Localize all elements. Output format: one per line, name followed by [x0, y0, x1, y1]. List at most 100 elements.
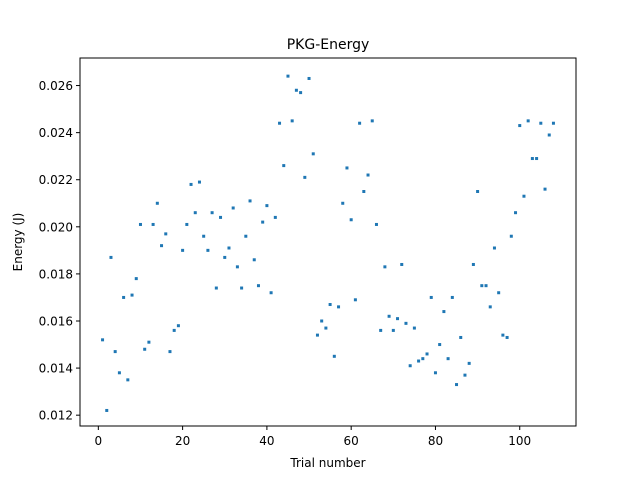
data-point [278, 121, 282, 125]
data-point [134, 277, 138, 281]
data-point [370, 119, 374, 123]
data-point [421, 357, 425, 361]
data-point [176, 324, 180, 328]
data-point [299, 91, 303, 95]
data-point [307, 76, 311, 80]
data-point [235, 265, 239, 269]
data-point [324, 326, 328, 330]
data-point [362, 190, 366, 193]
data-point [341, 201, 345, 205]
data-point [227, 246, 231, 250]
data-point [404, 321, 408, 325]
data-point [353, 298, 357, 302]
data-point [286, 74, 290, 78]
data-point [206, 248, 210, 252]
data-point [433, 371, 437, 375]
data-point [484, 284, 488, 288]
data-point [240, 286, 244, 290]
data-point [417, 359, 421, 363]
data-point [248, 199, 252, 203]
x-axis-label: Trial number [289, 456, 365, 470]
data-point [256, 284, 260, 288]
data-point [328, 303, 332, 307]
data-point [518, 124, 522, 128]
data-point [522, 194, 526, 198]
data-point [181, 248, 185, 252]
data-point [446, 357, 450, 361]
x-tick-label: 0 [95, 434, 103, 448]
data-point [223, 255, 227, 259]
data-point [320, 319, 324, 323]
data-point [391, 328, 395, 332]
data-point [467, 361, 471, 365]
y-tick-label: 0.016 [39, 314, 73, 328]
axes-frame [79, 57, 577, 427]
x-tick-label: 60 [344, 434, 359, 448]
data-point [160, 244, 164, 248]
data-point [210, 211, 214, 215]
data-point [476, 190, 480, 193]
data-point [244, 234, 248, 238]
data-point [290, 119, 294, 123]
data-point [105, 408, 109, 412]
data-point [189, 182, 193, 186]
y-tick-label: 0.014 [39, 362, 73, 376]
data-point [261, 220, 265, 224]
data-point [488, 305, 492, 309]
y-tick-label: 0.024 [39, 126, 73, 140]
data-point [387, 314, 391, 318]
data-point [332, 354, 336, 358]
data-point [408, 364, 412, 368]
data-point [438, 343, 442, 347]
data-point [526, 119, 530, 123]
data-point [383, 265, 387, 269]
chart-title: PKG-Energy [287, 37, 370, 53]
y-axis-label: Energy (J) [11, 213, 25, 272]
data-point [429, 295, 433, 299]
data-point [345, 166, 349, 170]
data-point [113, 350, 117, 354]
data-point [231, 206, 235, 210]
data-point [147, 340, 151, 344]
data-point [122, 295, 126, 299]
data-point [282, 164, 286, 168]
data-point [197, 180, 201, 184]
data-point [294, 88, 298, 92]
data-point [185, 222, 189, 226]
data-point [543, 187, 547, 191]
y-tick-label: 0.022 [39, 173, 73, 187]
data-point [459, 335, 463, 339]
data-point [138, 222, 142, 226]
data-point [530, 157, 534, 161]
data-point [501, 333, 505, 337]
data-point [412, 326, 416, 330]
data-point [109, 255, 113, 259]
y-tick-label: 0.018 [39, 267, 73, 281]
data-point [349, 218, 353, 222]
data-point [130, 293, 134, 297]
y-tick-label: 0.012 [39, 409, 73, 423]
data-point [551, 121, 555, 125]
x-tick-label: 20 [175, 434, 190, 448]
data-point [168, 350, 172, 354]
data-point [366, 173, 370, 177]
data-point [273, 215, 277, 219]
data-point [374, 222, 378, 226]
data-point [265, 204, 269, 208]
data-point [315, 333, 319, 337]
y-tick-label: 0.020 [39, 220, 73, 234]
data-point [539, 121, 543, 125]
data-point [505, 335, 509, 339]
data-point [164, 232, 168, 236]
data-point [219, 215, 223, 219]
data-point [396, 317, 400, 321]
data-point [492, 246, 496, 250]
data-point [252, 258, 256, 262]
data-point [471, 262, 475, 266]
x-tick-label: 40 [259, 434, 274, 448]
x-tick-label: 100 [508, 434, 531, 448]
data-point [497, 291, 501, 295]
y-axis-ticks: 0.012 0.014 0.016 0.018 0.020 0.022 0.024 0.026 [39, 79, 80, 423]
data-point [101, 338, 105, 342]
data-point [303, 175, 307, 179]
